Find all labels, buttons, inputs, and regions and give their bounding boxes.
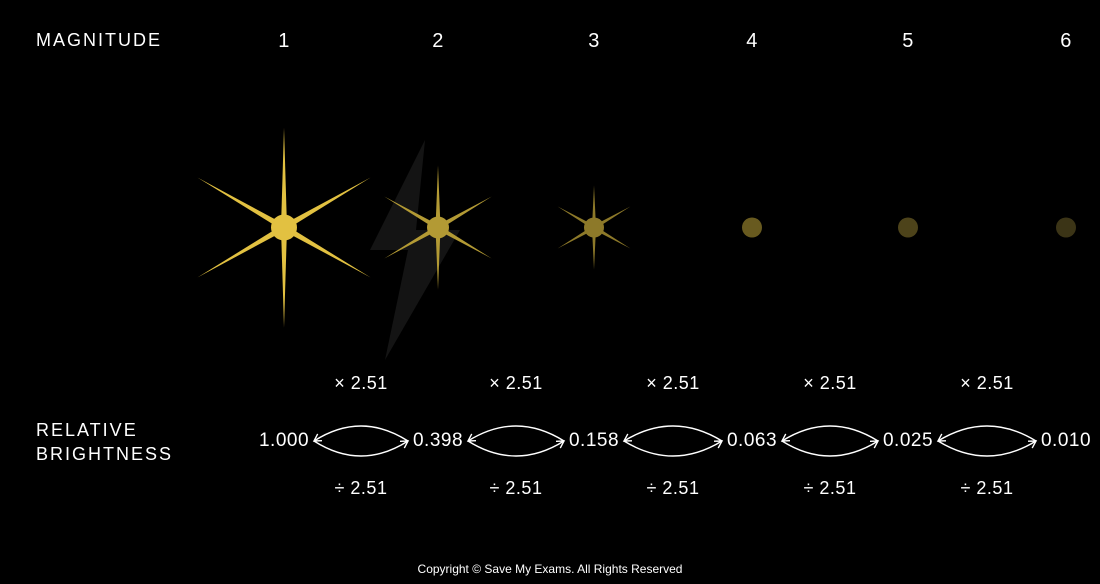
arc-layer <box>0 0 1100 584</box>
rb-label-line2: BRIGHTNESS <box>36 444 173 464</box>
star-icon <box>896 216 920 245</box>
brightness-value: 0.010 <box>1041 430 1091 452</box>
brightness-value: 0.158 <box>569 430 619 452</box>
multiply-factor: × 2.51 <box>334 373 388 394</box>
star-icon <box>374 164 502 297</box>
brightness-value: 0.025 <box>883 430 933 452</box>
multiply-factor: × 2.51 <box>646 373 700 394</box>
magnitude-value: 6 <box>1060 30 1072 53</box>
copyright-text: Copyright © Save My Exams. All Rights Re… <box>0 562 1100 576</box>
magnitude-label: MAGNITUDE <box>36 30 162 51</box>
magnitude-value: 4 <box>746 30 758 53</box>
diagram-root: MAGNITUDE RELATIVE BRIGHTNESS Copyright … <box>0 0 1100 584</box>
brightness-value: 0.398 <box>413 430 463 452</box>
multiply-factor: × 2.51 <box>489 373 543 394</box>
star-icon <box>182 126 386 335</box>
rb-label-line1: RELATIVE <box>36 420 138 440</box>
magnitude-value: 5 <box>902 30 914 53</box>
relative-brightness-label: RELATIVE BRIGHTNESS <box>36 418 173 467</box>
divide-factor: ÷ 2.51 <box>335 478 388 499</box>
brightness-value: 0.063 <box>727 430 777 452</box>
magnitude-value: 3 <box>588 30 600 53</box>
star-icon <box>1054 216 1078 245</box>
magnitude-value: 1 <box>278 30 290 53</box>
magnitude-value: 2 <box>432 30 444 53</box>
multiply-factor: × 2.51 <box>803 373 857 394</box>
divide-factor: ÷ 2.51 <box>647 478 700 499</box>
brightness-value: 1.000 <box>259 430 309 452</box>
star-icon <box>740 216 764 245</box>
multiply-factor: × 2.51 <box>960 373 1014 394</box>
divide-factor: ÷ 2.51 <box>961 478 1014 499</box>
star-icon <box>550 184 638 277</box>
divide-factor: ÷ 2.51 <box>490 478 543 499</box>
divide-factor: ÷ 2.51 <box>804 478 857 499</box>
